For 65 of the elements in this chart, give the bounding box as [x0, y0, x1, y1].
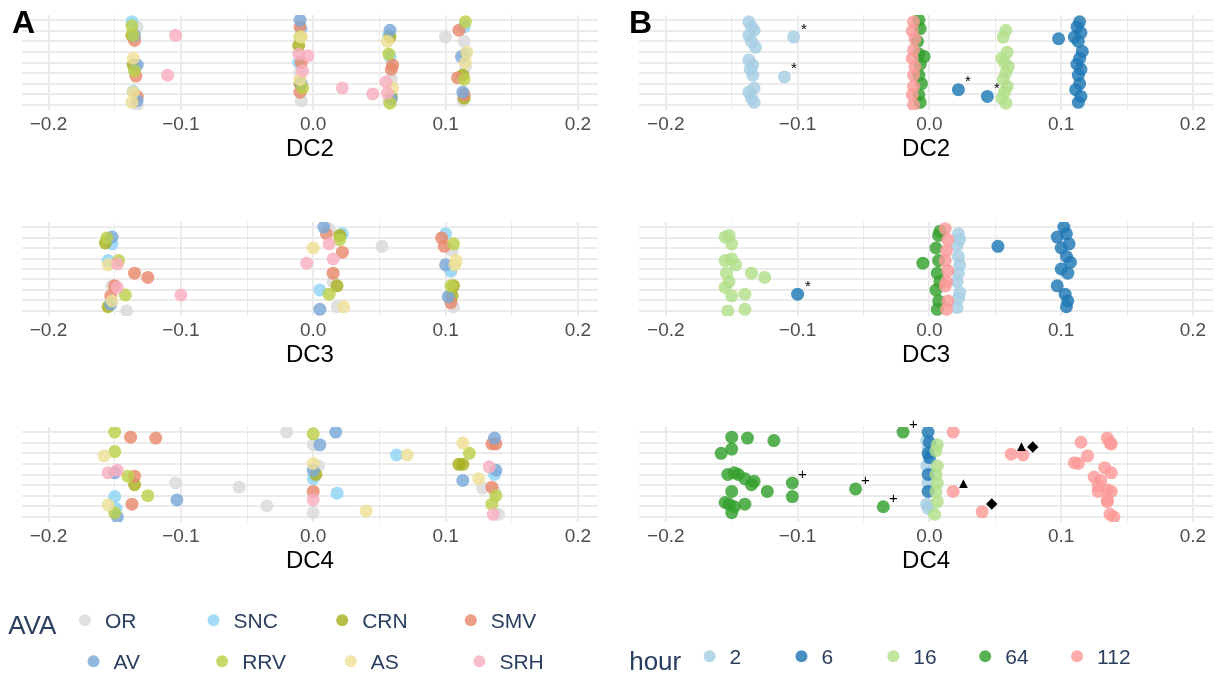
- legend-label: 6: [821, 645, 834, 669]
- x-tick-label: −0.1: [162, 319, 200, 340]
- x-tick-label: −0.2: [647, 319, 685, 340]
- x-tick-label: −0.1: [162, 525, 200, 546]
- legend-title: AVA: [8, 609, 57, 640]
- annotation: *: [791, 59, 797, 76]
- x-tick-label: −0.1: [778, 113, 817, 134]
- x-tick-label: −0.2: [29, 319, 68, 340]
- x-axis-title: DC3: [902, 340, 951, 368]
- legend-label: AS: [370, 650, 399, 674]
- x-tick-label: 0.1: [432, 525, 459, 546]
- legend-label: RRV: [242, 650, 287, 674]
- annotation: +: [909, 415, 918, 432]
- legend-label: SMV: [490, 609, 537, 633]
- legend-label: SRH: [499, 650, 544, 674]
- chart-title: A: [12, 4, 36, 40]
- x-tick-label: 0.2: [564, 525, 592, 546]
- x-tick-label: −0.2: [29, 525, 68, 546]
- legend-label: AV: [113, 650, 140, 674]
- x-tick-label: −0.1: [162, 113, 200, 134]
- x-tick-label: 0.2: [1179, 525, 1207, 546]
- legend-label: CRN: [362, 609, 408, 633]
- annotation: ◆: [986, 494, 998, 511]
- x-tick-label: −0.2: [29, 113, 68, 134]
- x-tick-label: −0.1: [778, 525, 817, 546]
- annotation: *: [801, 20, 807, 37]
- x-tick-label: 0.2: [1179, 113, 1207, 134]
- x-tick-label: 0.1: [432, 113, 459, 134]
- x-tick-label: 0.1: [1047, 319, 1075, 340]
- legend-label: 112: [1097, 645, 1131, 669]
- x-tick-label: −0.1: [778, 319, 817, 340]
- legend-label: 2: [729, 645, 742, 669]
- legend-label: SNC: [233, 609, 278, 633]
- x-tick-label: 0.0: [300, 113, 327, 134]
- legend-label: 64: [1005, 645, 1029, 669]
- x-axis-title: DC4: [285, 546, 334, 574]
- annotation: *: [965, 72, 971, 89]
- legend-label: OR: [104, 609, 137, 633]
- x-tick-label: 0.0: [300, 319, 327, 340]
- x-axis-title: DC3: [285, 340, 334, 368]
- legend-title: hour: [629, 645, 682, 676]
- annotation: ◆: [1027, 437, 1039, 454]
- x-tick-label: 0.1: [1047, 113, 1075, 134]
- x-tick-label: 0.2: [564, 113, 592, 134]
- x-axis-title: DC2: [285, 134, 334, 162]
- legend-label: 16: [913, 645, 937, 669]
- x-axis-title: DC4: [902, 546, 951, 574]
- annotation: ▲: [956, 474, 971, 491]
- x-tick-label: 0.1: [1047, 525, 1075, 546]
- x-tick-label: 0.2: [1179, 319, 1207, 340]
- x-tick-label: 0.0: [916, 113, 943, 134]
- x-tick-label: −0.2: [647, 525, 685, 546]
- annotation: +: [861, 471, 870, 488]
- x-tick-label: 0.2: [564, 319, 592, 340]
- x-tick-label: 0.0: [300, 525, 327, 546]
- x-tick-label: 0.1: [432, 319, 459, 340]
- annotation: +: [889, 489, 898, 506]
- annotation: +: [798, 465, 807, 482]
- annotation: *: [805, 277, 811, 294]
- annotation: *: [994, 79, 1000, 96]
- x-tick-label: 0.0: [916, 525, 943, 546]
- chart-title: B: [629, 4, 653, 40]
- x-axis-title: DC2: [902, 134, 951, 162]
- x-tick-label: −0.2: [647, 113, 685, 134]
- x-tick-label: 0.0: [916, 319, 943, 340]
